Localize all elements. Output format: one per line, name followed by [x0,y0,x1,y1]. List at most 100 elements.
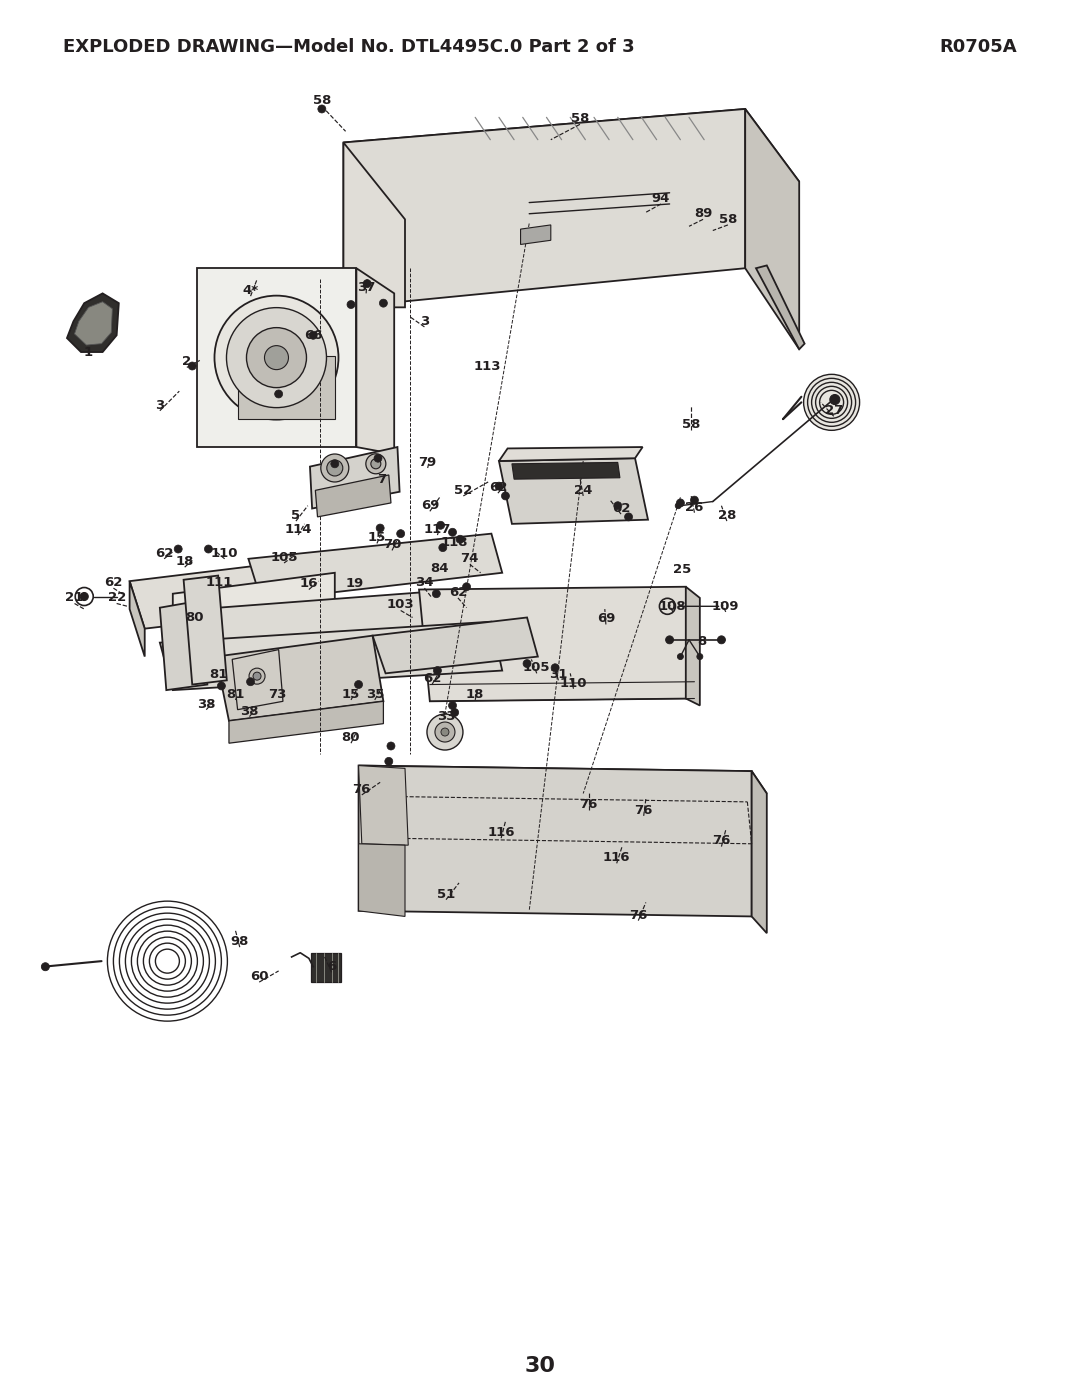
Text: 35: 35 [365,687,384,701]
Polygon shape [232,650,283,710]
Text: 94: 94 [651,191,671,205]
Circle shape [448,528,457,536]
Text: EXPLODED DRAWING—Model No. DTL4495C.0 Part 2 of 3: EXPLODED DRAWING—Model No. DTL4495C.0 Pa… [63,39,634,56]
Text: 66: 66 [303,328,323,342]
Text: 76: 76 [579,798,598,812]
Polygon shape [130,581,145,657]
Circle shape [387,742,395,750]
Circle shape [675,503,681,509]
Circle shape [697,654,703,659]
Polygon shape [756,265,805,349]
Text: 22: 22 [108,591,125,605]
Polygon shape [373,617,538,673]
Circle shape [456,535,464,543]
Text: 21: 21 [66,591,83,605]
Polygon shape [343,142,405,307]
Text: 28: 28 [717,509,737,522]
Text: 31: 31 [549,668,568,682]
Text: 110: 110 [559,676,588,690]
Text: 60: 60 [249,970,269,983]
Circle shape [551,664,559,672]
Circle shape [435,722,455,742]
Polygon shape [173,573,335,651]
Text: 25: 25 [674,563,691,577]
Circle shape [204,545,213,553]
Polygon shape [238,356,335,419]
Text: 62: 62 [448,585,468,599]
Text: 69: 69 [596,612,616,626]
Text: 89: 89 [693,207,713,221]
Circle shape [717,636,726,644]
Text: 116: 116 [603,851,631,865]
Circle shape [665,636,674,644]
Text: 117: 117 [423,522,451,536]
Text: 19: 19 [346,577,363,591]
Polygon shape [499,447,643,461]
Text: 52: 52 [455,483,472,497]
Text: 7: 7 [377,472,386,486]
Text: 51: 51 [437,887,455,901]
Text: 110: 110 [211,546,239,560]
Text: 84: 84 [430,562,449,576]
Circle shape [215,296,338,419]
Circle shape [374,454,382,462]
Text: 62: 62 [104,576,123,590]
Circle shape [829,394,840,405]
Text: 69: 69 [420,499,440,513]
Text: 109: 109 [712,599,740,613]
Polygon shape [160,622,502,690]
Text: 3: 3 [420,314,429,328]
Polygon shape [359,766,767,793]
Text: 103: 103 [387,598,415,612]
Text: 30: 30 [525,1356,555,1376]
Text: R0705A: R0705A [940,39,1017,56]
Text: 79: 79 [419,455,436,469]
Circle shape [41,963,50,971]
Polygon shape [343,109,745,307]
Polygon shape [248,534,502,601]
Text: 76: 76 [712,834,731,848]
Circle shape [448,701,457,710]
Polygon shape [75,302,112,345]
Circle shape [462,583,471,591]
Circle shape [249,668,265,685]
Circle shape [441,728,449,736]
Circle shape [384,757,393,766]
Circle shape [427,714,463,750]
Polygon shape [521,225,551,244]
Circle shape [347,300,355,309]
Polygon shape [311,953,341,982]
Text: 105: 105 [270,550,298,564]
Circle shape [321,454,349,482]
Text: 118: 118 [441,535,469,549]
Circle shape [246,328,307,387]
Polygon shape [359,766,752,916]
Circle shape [274,390,283,398]
Text: 98: 98 [230,935,249,949]
Circle shape [330,460,339,468]
Polygon shape [752,771,767,933]
Text: 18: 18 [465,687,485,701]
Circle shape [376,524,384,532]
Polygon shape [512,462,620,479]
Circle shape [501,492,510,500]
Text: 8: 8 [698,634,706,648]
Polygon shape [359,844,405,916]
Polygon shape [686,587,700,705]
Text: 58: 58 [681,418,701,432]
Circle shape [227,307,326,408]
Text: 6: 6 [327,960,336,974]
Text: 62: 62 [611,502,631,515]
Circle shape [379,299,388,307]
Circle shape [309,331,318,339]
Text: 80: 80 [341,731,361,745]
Text: 108: 108 [659,599,687,613]
Text: 18: 18 [175,555,194,569]
Polygon shape [130,559,324,629]
Circle shape [370,458,381,469]
Circle shape [436,521,445,529]
Circle shape [396,529,405,538]
Text: 33: 33 [436,710,456,724]
Circle shape [253,672,261,680]
Circle shape [363,279,372,288]
